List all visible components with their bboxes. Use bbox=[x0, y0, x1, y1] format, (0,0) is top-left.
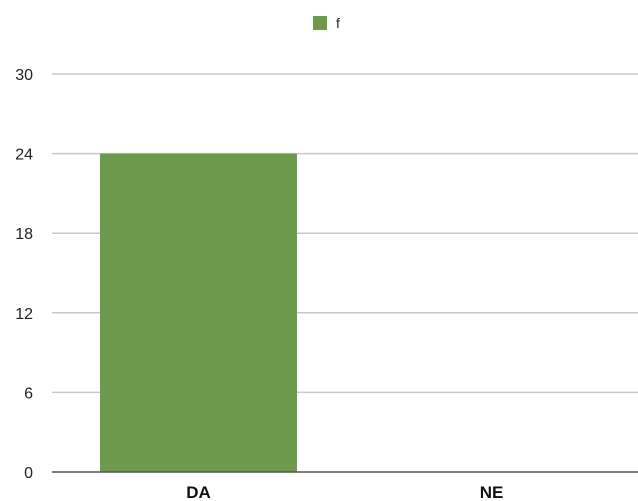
bars bbox=[100, 153, 297, 472]
x-axis-category-labels: DA NE bbox=[186, 483, 503, 501]
legend-label-f: f bbox=[336, 15, 340, 31]
y-axis-tick-labels: 0 6 12 18 24 30 bbox=[15, 67, 33, 482]
y-tick-label: 0 bbox=[24, 465, 33, 482]
y-tick-label: 12 bbox=[15, 306, 33, 323]
y-tick-label: 18 bbox=[15, 226, 33, 243]
y-tick-label: 24 bbox=[15, 147, 33, 164]
x-category-label: NE bbox=[480, 483, 504, 501]
legend-swatch-f bbox=[313, 16, 327, 30]
chart-legend: f bbox=[313, 15, 340, 31]
bar-da bbox=[100, 153, 297, 472]
x-category-label: DA bbox=[186, 483, 211, 501]
y-tick-label: 30 bbox=[15, 67, 33, 84]
y-tick-label: 6 bbox=[24, 385, 33, 402]
